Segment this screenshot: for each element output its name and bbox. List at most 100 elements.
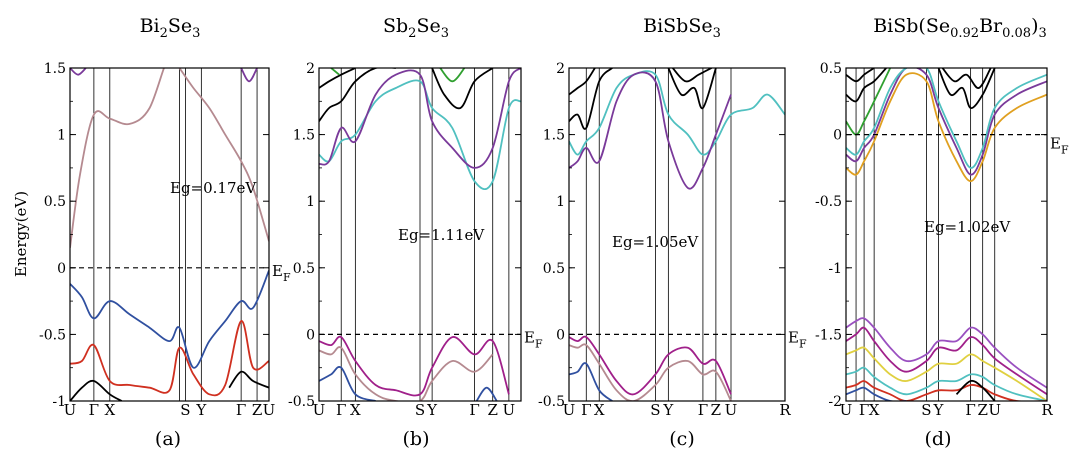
band-line (667, 68, 717, 110)
band-line (955, 379, 996, 401)
band-gap-annotation: Eg=1.05eV (612, 233, 699, 251)
band-line (846, 346, 1047, 401)
band-line (846, 366, 1047, 401)
band-line (569, 335, 732, 396)
y-tick-label: 0 (833, 128, 842, 144)
y-tick-label: -1 (828, 261, 842, 277)
kpoint-label: X (594, 401, 605, 419)
band-line (70, 270, 269, 369)
y-tick-label: -1 (52, 394, 66, 410)
y-tick-label: 0 (306, 327, 315, 343)
band-line (431, 68, 494, 110)
y-tick-label: 1 (556, 194, 565, 210)
band-line (569, 70, 785, 156)
band-line (937, 68, 996, 109)
y-axis-label: Energy(eV) (12, 191, 30, 277)
band-line (846, 68, 875, 83)
kpoint-label: Γ (469, 401, 479, 419)
kpoint-label: U (313, 401, 326, 419)
fermi-label: EF (524, 328, 543, 350)
kpoint-label: R (779, 401, 791, 419)
band-line (240, 68, 258, 83)
band-line (672, 68, 713, 83)
panel-caption: (c) (669, 428, 694, 450)
band-line (319, 68, 396, 122)
y-tick-label: 2 (306, 61, 315, 77)
band-line (475, 386, 498, 401)
band-line (846, 68, 887, 103)
kpoint-label: Z (977, 401, 987, 419)
band-line (941, 68, 992, 89)
kpoint-label: R (1041, 401, 1053, 419)
band-line (319, 68, 521, 169)
band-line (569, 343, 732, 401)
kpoint-label: Γ (698, 401, 708, 419)
panel-title: Bi2Se3 (140, 15, 201, 41)
band-line (846, 68, 1047, 176)
y-tick-label: 1 (306, 194, 315, 210)
kpoint-label: U (840, 401, 853, 419)
band-line (70, 68, 87, 76)
kpoint-label: Γ (89, 401, 99, 419)
panel-caption: (b) (403, 428, 430, 450)
y-tick-label: 1.5 (293, 128, 315, 144)
kpoint-label: U (725, 401, 738, 419)
kpoint-label: U (64, 401, 77, 419)
panel-title: BiSb(Se0.92Br0.08)3 (873, 15, 1047, 41)
band-line (319, 68, 356, 89)
kpoint-label: X (104, 401, 115, 419)
band-line (846, 326, 1047, 396)
panel-title: BiSbSe3 (643, 15, 721, 41)
kpoint-label: S (921, 401, 931, 419)
band-line (228, 370, 269, 389)
band-line (846, 68, 1047, 169)
panel-a: EF-1-0.500.511.5U Γ X S Y Γ Z UEg=0.17eVBi2Se3(… (39, 15, 291, 450)
y-tick-label: 0.5 (820, 61, 842, 77)
panel-title: Sb2Se3 (383, 15, 449, 41)
band-line (330, 68, 340, 76)
band-gap-annotation: Eg=1.11eV (398, 226, 485, 244)
kpoint-label: Y (662, 401, 674, 419)
band-line (70, 379, 123, 401)
kpoint-label: S (415, 401, 425, 419)
kpoint-label: Γ (965, 401, 975, 419)
panel-caption: (d) (925, 428, 952, 450)
y-tick-label: 0.5 (293, 261, 315, 277)
band-line (70, 320, 269, 397)
y-tick-label: -1.5 (815, 327, 842, 343)
y-tick-label: 0.5 (44, 194, 66, 210)
kpoint-label: Γ (236, 401, 246, 419)
y-tick-label: -2 (828, 394, 842, 410)
y-tick-label: 1.5 (44, 61, 66, 77)
kpoint-label: Z (488, 401, 498, 419)
band-line (846, 68, 892, 136)
band-gap-annotation: Eg=0.17eV (170, 179, 257, 197)
y-tick-label: 1 (57, 128, 66, 144)
band-line (319, 335, 510, 397)
kpoint-label: X (869, 401, 880, 419)
y-tick-label: 1.5 (543, 128, 565, 144)
band-line (319, 79, 521, 191)
kpoint-label: S (650, 401, 660, 419)
kpoint-label: X (350, 401, 361, 419)
y-tick-label: 2 (556, 61, 565, 77)
kpoint-label: Z (711, 401, 721, 419)
kpoint-label: S (180, 401, 190, 419)
kpoint-label: Y (195, 401, 207, 419)
band-line (846, 72, 1047, 183)
panel-b: EF-0.500.511.52U Γ X S Y Γ Z UEg=1.11eVSb2Se3(b… (288, 15, 543, 450)
kpoint-label: Γ (859, 401, 869, 419)
band-line (846, 380, 1047, 401)
kpoint-label: U (988, 401, 1001, 419)
plot-frame (69, 67, 270, 402)
y-tick-label: -0.5 (39, 327, 66, 343)
band-line (846, 317, 1047, 389)
fermi-label: EF (1050, 135, 1069, 157)
kpoint-label: Γ (336, 401, 346, 419)
kpoint-label: U (503, 401, 516, 419)
band-line (569, 362, 613, 401)
kpoint-label: U (563, 401, 576, 419)
y-tick-label: -0.5 (288, 394, 315, 410)
y-tick-label: 0 (556, 327, 565, 343)
